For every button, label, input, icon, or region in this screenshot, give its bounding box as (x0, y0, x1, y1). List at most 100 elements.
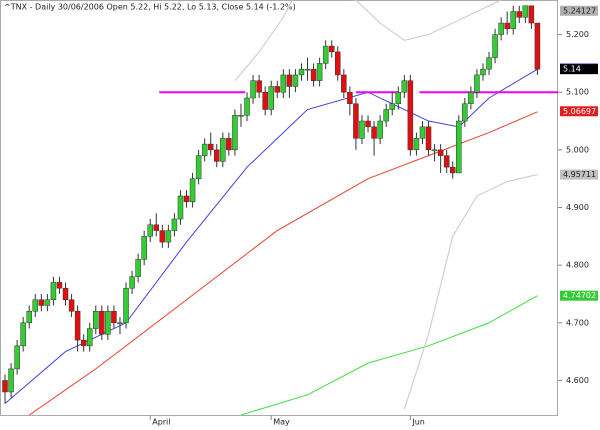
candle-body (153, 224, 160, 231)
candle-body (486, 57, 492, 70)
price-label-box (560, 169, 598, 180)
candle-body (123, 287, 129, 324)
candle-body (353, 103, 359, 139)
candle-body (38, 299, 45, 306)
x-tick-label: May (273, 418, 290, 427)
candle-body (365, 120, 371, 128)
candle-body (298, 68, 305, 76)
candle-body (262, 91, 268, 110)
candle-body (159, 230, 166, 243)
candle-body (274, 86, 281, 93)
candle-body (407, 80, 414, 151)
candle-body (111, 311, 117, 324)
candle-body (474, 74, 480, 93)
candle-body (371, 126, 377, 139)
candle-body (310, 68, 317, 81)
indicator-line (234, 0, 503, 82)
candle-body (207, 143, 214, 151)
candle-body (99, 311, 105, 335)
candle-body (383, 109, 389, 122)
candle-body (32, 299, 39, 312)
candle-body (86, 328, 93, 347)
candle-body (443, 155, 450, 168)
y-tick-label: 5.000 (566, 145, 589, 154)
candle-body (449, 166, 456, 174)
candle-body (183, 195, 190, 202)
candle-body (14, 345, 20, 370)
price-label: 4.74702 (563, 291, 596, 300)
candle-body (26, 311, 32, 324)
candle-body (50, 282, 57, 300)
candle-body (93, 311, 99, 329)
price-label: 5.24127 (563, 6, 596, 15)
candle-body (322, 45, 329, 64)
candle-body (292, 74, 299, 87)
candle-body (244, 97, 250, 116)
candle-body (68, 299, 75, 312)
candle-body (141, 236, 147, 260)
candle-body (56, 282, 63, 289)
price-label-box (560, 64, 598, 75)
candle-body (528, 5, 535, 24)
indicator-line (403, 174, 538, 410)
candle-body (328, 45, 335, 53)
candle-body (468, 91, 474, 104)
candle-body (20, 322, 26, 347)
candle-body (280, 74, 287, 93)
candle-body (177, 195, 184, 220)
candle-body (195, 155, 202, 179)
candle-body (286, 74, 293, 87)
candle-body (359, 120, 365, 139)
x-tick-label: Jun (411, 418, 425, 427)
y-tick-label: 4.600 (566, 376, 589, 385)
candle-body (516, 11, 523, 18)
price-label: 5.14 (563, 65, 581, 74)
x-tick-label: April (152, 418, 170, 427)
candle-body (129, 276, 135, 289)
candle-body (171, 218, 178, 231)
candle-body (347, 91, 353, 104)
price-label-box (560, 106, 598, 117)
candle-body (419, 126, 426, 139)
candle-body (534, 22, 541, 70)
price-label: 4.95711 (563, 170, 596, 179)
candle-body (80, 339, 87, 347)
candle-body (214, 149, 220, 162)
candle-body (165, 230, 172, 243)
candle-body (62, 287, 69, 300)
candle-body (401, 80, 408, 93)
y-tick-label: 4.700 (566, 318, 589, 327)
candle-body (504, 22, 510, 30)
candle-body (147, 224, 153, 237)
candle-body (498, 22, 504, 35)
indicator-line (28, 111, 538, 415)
candle-body (304, 68, 311, 71)
candle-body (413, 138, 420, 151)
candle-body (510, 11, 516, 30)
candle-body (522, 5, 529, 18)
candle-body (44, 299, 51, 306)
candle-body (341, 74, 347, 93)
price-label-box (560, 290, 598, 301)
candle-body (8, 368, 14, 393)
plot-frame (0, 0, 558, 416)
y-tick-label: 4.800 (566, 261, 589, 270)
candle-body (238, 115, 244, 117)
candle-body (395, 91, 402, 104)
candle-body (389, 103, 395, 110)
y-tick-label: 5.200 (566, 30, 589, 39)
y-tick-label: 4.900 (566, 203, 589, 212)
candle-body (316, 63, 323, 81)
candle-body (250, 80, 256, 99)
candle-body (117, 322, 123, 325)
candle-body (425, 126, 432, 151)
candle-body (135, 259, 141, 277)
indicator-line (240, 295, 538, 415)
candle-body (201, 143, 208, 156)
candle-body (492, 34, 498, 58)
candle-body (480, 68, 486, 76)
candle-body (462, 103, 468, 122)
price-label: 5.06697 (563, 107, 596, 116)
candle-body (268, 86, 274, 110)
